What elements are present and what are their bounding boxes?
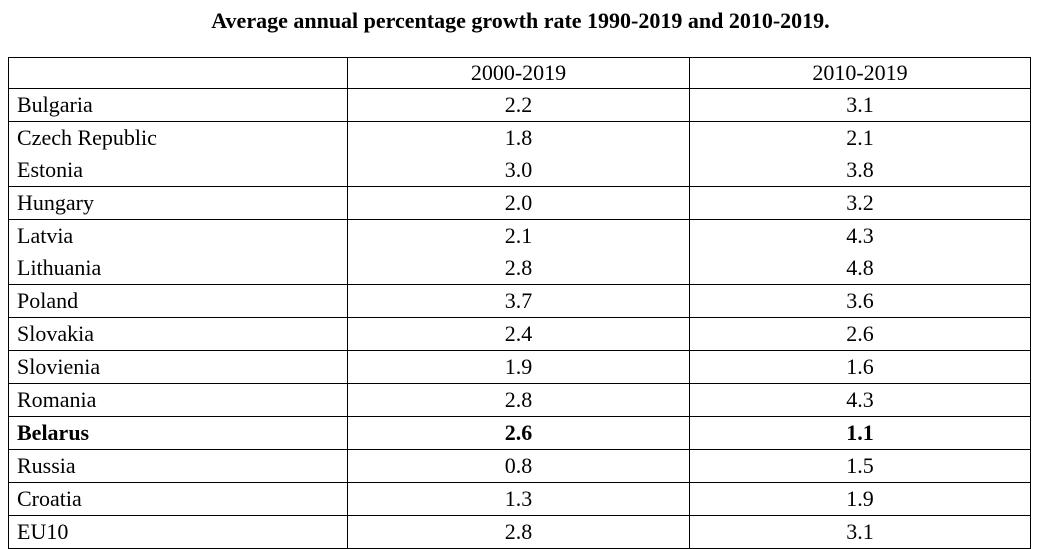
value-cell-2000-2019: 2.8: [347, 252, 690, 285]
country-cell: Slovienia: [8, 350, 348, 384]
value-cell-2010-2019: 1.9: [689, 482, 1031, 516]
value-cell-2010-2019: 3.1: [689, 515, 1031, 549]
value-cell-2010-2019: 3.2: [689, 186, 1031, 220]
country-cell: Czech Republic: [8, 121, 348, 154]
value-cell-2000-2019: 2.2: [347, 88, 690, 122]
value-cell-2000-2019: 3.7: [347, 284, 690, 318]
table-row: Slovienia 1.9 1.6: [8, 350, 1031, 384]
country-cell: Romania: [8, 383, 348, 417]
value-cell-2000-2019: 1.9: [347, 350, 690, 384]
value-cell-2000-2019: 2.6: [347, 416, 690, 450]
value-cell-2010-2019: 1.1: [689, 416, 1031, 450]
table-row: Bulgaria 2.2 3.1: [8, 88, 1031, 122]
table-row: Lithuania 2.8 4.8: [8, 252, 1031, 285]
value-cell-2010-2019: 3.1: [689, 88, 1031, 122]
table-row: Romania 2.8 4.3: [8, 383, 1031, 417]
value-cell-2000-2019: 3.0: [347, 154, 690, 187]
value-cell-2000-2019: 2.8: [347, 383, 690, 417]
table-header-row: 2000-2019 2010-2019: [8, 57, 1031, 89]
header-cell-2000-2019: 2000-2019: [347, 57, 690, 89]
value-cell-2000-2019: 2.1: [347, 219, 690, 252]
growth-rate-table: 2000-2019 2010-2019 Bulgaria 2.2 3.1 Czech …: [8, 57, 1031, 549]
table-row: Croatia 1.3 1.9: [8, 482, 1031, 516]
country-cell: Slovakia: [8, 317, 348, 351]
country-cell: Bulgaria: [8, 88, 348, 122]
table-row: Latvia 2.1 4.3: [8, 219, 1031, 252]
value-cell-2010-2019: 4.8: [689, 252, 1031, 285]
value-cell-2000-2019: 1.8: [347, 121, 690, 154]
country-cell: Russia: [8, 449, 348, 483]
value-cell-2000-2019: 2.4: [347, 317, 690, 351]
value-cell-2010-2019: 4.3: [689, 219, 1031, 252]
header-cell-2010-2019: 2010-2019: [689, 57, 1031, 89]
value-cell-2000-2019: 2.0: [347, 186, 690, 220]
country-cell: Estonia: [8, 154, 348, 187]
country-cell: Lithuania: [8, 252, 348, 285]
table-row: Estonia 3.0 3.8: [8, 154, 1031, 187]
country-cell: EU10: [8, 515, 348, 549]
table-row: EU10 2.8 3.1: [8, 515, 1031, 549]
table-row: Poland 3.7 3.6: [8, 284, 1031, 318]
table-row: Belarus 2.6 1.1: [8, 416, 1031, 450]
value-cell-2010-2019: 3.8: [689, 154, 1031, 187]
country-cell: Hungary: [8, 186, 348, 220]
header-cell-country: [8, 57, 348, 89]
table-row: Hungary 2.0 3.2: [8, 186, 1031, 220]
table-row: Czech Republic 1.8 2.1: [8, 121, 1031, 154]
country-cell: Belarus: [8, 416, 348, 450]
value-cell-2010-2019: 1.6: [689, 350, 1031, 384]
value-cell-2010-2019: 4.3: [689, 383, 1031, 417]
country-cell: Croatia: [8, 482, 348, 516]
value-cell-2010-2019: 2.6: [689, 317, 1031, 351]
country-cell: Poland: [8, 284, 348, 318]
table-title: Average annual percentage growth rate 19…: [211, 8, 830, 33]
value-cell-2010-2019: 1.5: [689, 449, 1031, 483]
value-cell-2010-2019: 3.6: [689, 284, 1031, 318]
table-row: Slovakia 2.4 2.6: [8, 317, 1031, 351]
value-cell-2000-2019: 0.8: [347, 449, 690, 483]
table-row: Russia 0.8 1.5: [8, 449, 1031, 483]
value-cell-2010-2019: 2.1: [689, 121, 1031, 154]
value-cell-2000-2019: 2.8: [347, 515, 690, 549]
value-cell-2000-2019: 1.3: [347, 482, 690, 516]
country-cell: Latvia: [8, 219, 348, 252]
